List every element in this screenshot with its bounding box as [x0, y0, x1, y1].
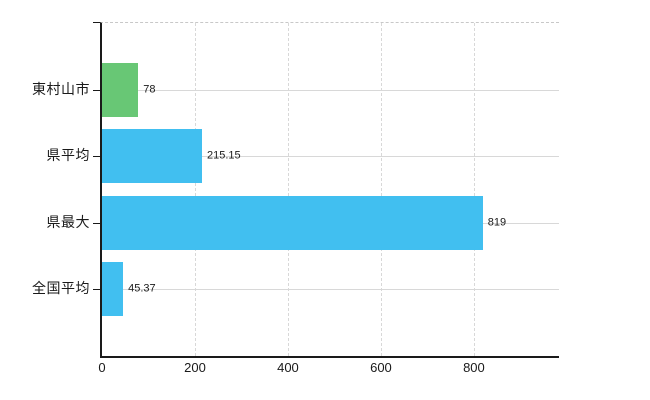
x-axis-tick-labels: 0 200 400 600 800 — [98, 360, 559, 379]
plot-area: 78 215.15 819 45.37 — [93, 22, 559, 358]
x-axis-tick-label: 400 — [277, 360, 299, 375]
horizontal-gridline — [102, 289, 559, 291]
x-axis-tick-label: 800 — [463, 360, 485, 375]
y-axis-tick — [93, 222, 102, 224]
y-axis-end-tick — [93, 22, 100, 23]
x-axis-tick-label: 600 — [370, 360, 392, 375]
y-axis-category-labels: 東村山市県平均県最大全国平均 — [0, 22, 90, 355]
category-label: 県最大 — [46, 213, 90, 230]
horizontal-gridline — [102, 156, 559, 158]
bar-2 — [102, 129, 203, 184]
category-label: 東村山市 — [32, 80, 90, 97]
vertical-gridline — [287, 23, 289, 356]
y-axis-tick — [93, 289, 102, 291]
horizontal-gridline — [102, 89, 559, 91]
category-label: 県平均 — [46, 147, 90, 164]
category-label: 全国平均 — [32, 280, 90, 297]
bar-value-label: 78 — [143, 83, 156, 96]
x-axis-tick-label: 0 — [98, 360, 106, 375]
bar-1 — [102, 62, 139, 117]
vertical-gridline — [380, 23, 382, 356]
bar-4 — [102, 262, 124, 317]
vertical-gridline — [194, 23, 196, 356]
x-axis-tick-label: 200 — [184, 360, 206, 375]
vertical-gridline — [473, 23, 475, 356]
bar-value-label: 215.15 — [207, 149, 241, 162]
bar-value-label: 819 — [487, 216, 507, 229]
bar-3 — [102, 195, 483, 250]
y-axis-tick — [93, 89, 102, 91]
bar-value-label: 45.37 — [128, 282, 156, 295]
y-axis-tick — [93, 156, 102, 158]
